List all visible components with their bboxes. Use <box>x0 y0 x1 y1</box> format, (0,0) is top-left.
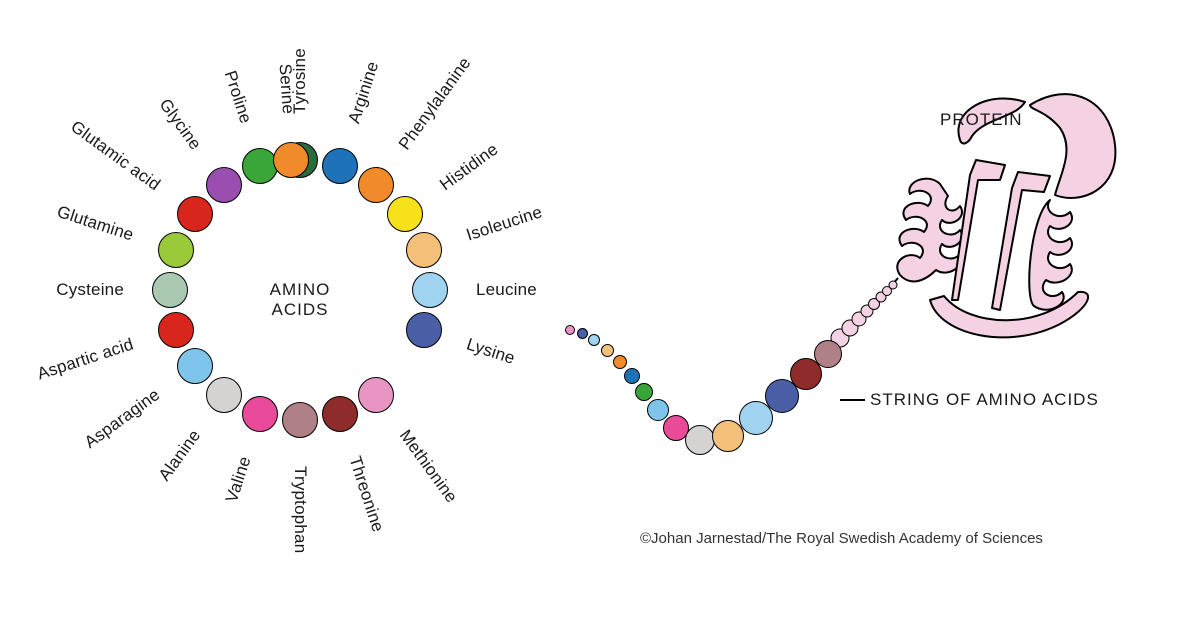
aa-bead-aspartic-acid <box>158 312 194 348</box>
string-bead-14 <box>814 340 842 368</box>
aa-label-threonine: Threonine <box>345 454 388 535</box>
string-bead-5 <box>624 368 640 384</box>
credit-text: ©Johan Jarnestad/The Royal Swedish Acade… <box>640 530 1043 547</box>
string-bead-7 <box>647 399 669 421</box>
aa-bead-cysteine <box>152 272 188 308</box>
string-bead-2 <box>588 334 600 346</box>
aa-bead-phenylalanine <box>358 167 394 203</box>
aa-bead-lysine <box>406 312 442 348</box>
chain-continuation-beads <box>831 281 897 347</box>
aa-bead-leucine <box>412 272 448 308</box>
aa-label-glutamic-acid: Glutamic acid <box>66 116 163 194</box>
aa-label-proline: Proline <box>219 68 255 126</box>
aa-label-serine: Serine <box>274 64 297 116</box>
aa-bead-alanine <box>206 377 242 413</box>
protein-ribbon <box>897 94 1115 337</box>
aa-bead-glutamic-acid <box>177 196 213 232</box>
aa-label-leucine: Leucine <box>476 280 537 300</box>
aa-bead-valine <box>242 396 278 432</box>
aa-bead-proline <box>242 148 278 184</box>
string-bead-4 <box>613 355 627 369</box>
aa-label-aspartic-acid: Aspartic acid <box>34 335 135 385</box>
aa-bead-tryptophan <box>282 402 318 438</box>
aa-label-asparagine: Asparagine <box>81 385 164 453</box>
aa-bead-methionine <box>358 377 394 413</box>
aa-label-histidine: Histidine <box>436 139 502 195</box>
string-bead-6 <box>635 383 653 401</box>
aa-bead-threonine <box>322 396 358 432</box>
aa-label-methionine: Methionine <box>395 426 461 507</box>
string-bead-0 <box>565 325 575 335</box>
string-bead-3 <box>601 344 614 357</box>
aa-label-cysteine: Cysteine <box>56 280 124 300</box>
aa-bead-isoleucine <box>406 232 442 268</box>
aa-label-phenylalanine: Phenylalanine <box>395 53 475 153</box>
aa-label-isoleucine: Isoleucine <box>464 202 545 245</box>
aa-label-tryptophan: Tryptophan <box>290 466 310 553</box>
string-bead-1 <box>577 328 588 339</box>
aa-bead-histidine <box>387 196 423 232</box>
aa-label-valine: Valine <box>222 454 256 505</box>
aa-bead-arginine <box>322 148 358 184</box>
aa-label-lysine: Lysine <box>464 335 517 369</box>
center-label: AMINO ACIDS <box>240 280 360 320</box>
string-bead-9 <box>685 425 715 455</box>
chain-continuation <box>834 278 898 344</box>
string-bead-10 <box>712 420 744 452</box>
aa-bead-glutamine <box>158 232 194 268</box>
aa-bead-serine <box>273 142 309 178</box>
aa-bead-glycine <box>206 167 242 203</box>
aa-label-alanine: Alanine <box>154 426 204 485</box>
aa-bead-asparagine <box>177 348 213 384</box>
aa-label-glutamine: Glutamine <box>54 202 136 246</box>
string-label: STRING OF AMINO ACIDS <box>870 390 1099 410</box>
aa-label-arginine: Arginine <box>345 59 384 126</box>
aa-label-glycine: Glycine <box>154 95 204 154</box>
diagram-stage: { "layout": { "ring": { "cx": 300, "cy":… <box>0 0 1183 635</box>
protein-label: PROTEIN <box>940 110 1023 130</box>
